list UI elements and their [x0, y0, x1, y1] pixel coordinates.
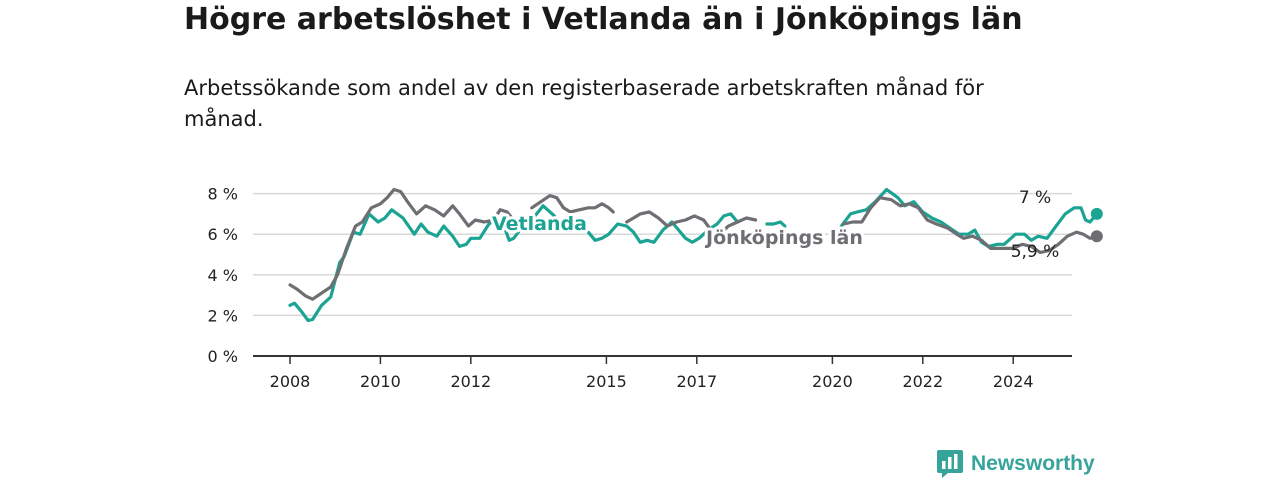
y-tick-label: 4 %: [208, 266, 238, 285]
brand: Newsworthy: [937, 449, 1095, 479]
end-point-vetlanda: [1090, 207, 1103, 220]
y-tick-label: 2 %: [208, 306, 238, 325]
y-tick-label: 6 %: [208, 225, 238, 244]
y-axis: 0 % 2 % 4 % 6 % 8 %: [208, 185, 238, 366]
series-lines: [288, 187, 1103, 323]
chart-subtitle: Arbetssökande som andel av den registerb…: [184, 76, 984, 131]
x-tick-label: 2017: [676, 372, 717, 391]
series-line-jonkopings-lan: [288, 187, 1099, 301]
end-point-jonkopings-lan: [1090, 230, 1103, 243]
x-tick-label: 2022: [902, 372, 943, 391]
end-label-jonkopings-lan: 5,9 %: [1011, 242, 1060, 262]
chart-title: Högre arbetslöshet i Vetlanda än i Jönkö…: [184, 2, 1023, 37]
newsworthy-logo-icon: [937, 450, 963, 478]
x-axis: 2008 2010 2012 2015 2017 2020 2022 2024: [253, 355, 1072, 391]
series-line-vetlanda: [288, 187, 1099, 323]
x-tick-label: 2012: [450, 372, 491, 391]
brand-name: Newsworthy: [971, 452, 1095, 475]
y-tick-label: 8 %: [208, 185, 238, 204]
series-labels: Vetlanda Jönköpings län 7 % 5,9 %: [489, 188, 1060, 262]
end-label-vetlanda: 7 %: [1019, 188, 1051, 208]
grid: [253, 192, 1072, 317]
series-label-jonkopings-lan: Jönköpings län: [704, 227, 863, 249]
x-tick-label: 2008: [270, 372, 311, 391]
series-label-vetlanda: Vetlanda: [492, 213, 587, 235]
y-tick-label: 0 %: [208, 347, 238, 366]
x-tick-label: 2024: [993, 372, 1034, 391]
x-tick-label: 2015: [586, 372, 627, 391]
x-tick-label: 2010: [360, 372, 401, 391]
x-tick-label: 2020: [812, 372, 853, 391]
